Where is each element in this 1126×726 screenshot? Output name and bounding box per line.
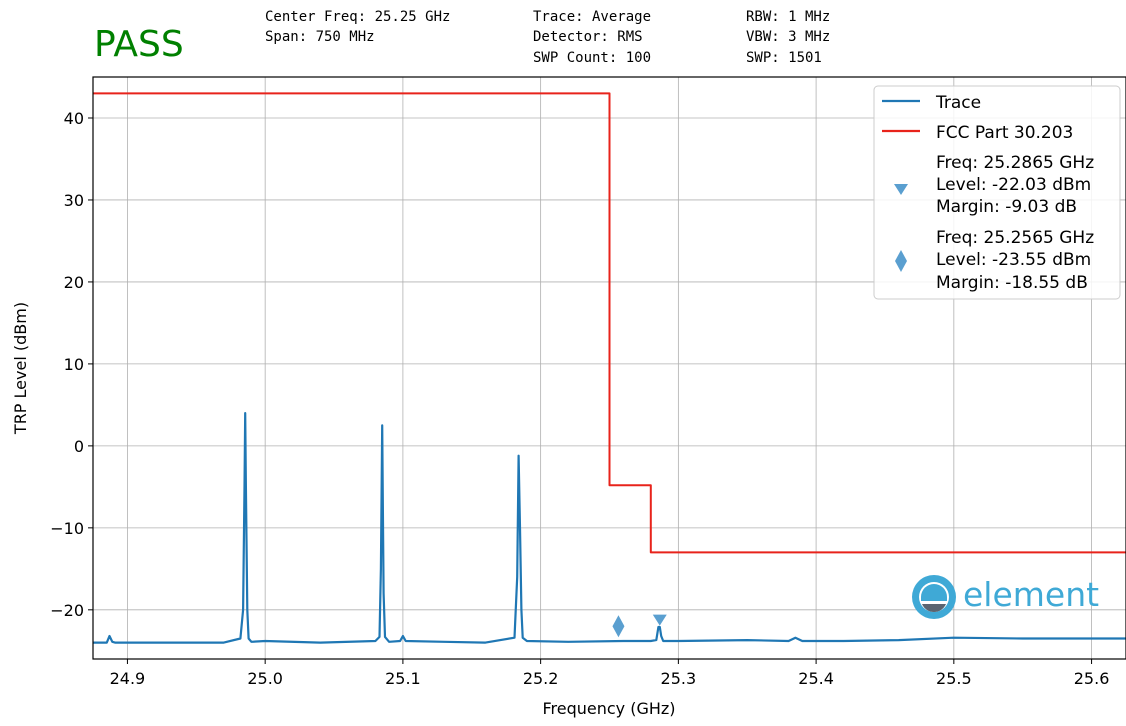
detector-label: Detector: RMS — [533, 29, 643, 45]
marker-triangle — [652, 614, 667, 626]
y-axis-title: TRP Level (dBm) — [11, 302, 30, 435]
series-layer — [93, 92, 1126, 644]
y-tick-label: −20 — [50, 601, 84, 620]
x-axis-title: Frequency (GHz) — [542, 699, 675, 718]
x-tick-label: 25.6 — [1074, 669, 1110, 688]
legend-marker1-margin: Margin: -9.03 dB — [936, 197, 1077, 217]
legend-marker2-diamond-icon — [895, 250, 907, 272]
legend: Trace FCC Part 30.203 Freq: 25.2865 GHz … — [873, 85, 1121, 300]
legend-marker2-margin: Margin: -18.55 dB — [936, 273, 1088, 293]
swp-label: SWP: 1501 — [746, 50, 822, 66]
markers — [612, 614, 667, 638]
legend-trace-label: Trace — [935, 93, 981, 113]
element-logo-text: element — [963, 575, 1099, 614]
x-tick-label: 24.9 — [110, 669, 146, 688]
y-tick-label: 30 — [64, 191, 84, 210]
y-tick-label: 0 — [74, 437, 84, 456]
marker-diamond — [612, 615, 625, 638]
trace-mode-label: Trace: Average — [533, 9, 651, 25]
x-tick-label: 25.2 — [523, 669, 559, 688]
plot-frame — [92, 76, 1126, 660]
legend-box — [873, 85, 1121, 300]
legend-marker1-triangle-icon — [894, 184, 908, 195]
legend-marker2-level: Level: -23.55 dBm — [936, 250, 1091, 270]
legend-marker1-level: Level: -22.03 dBm — [936, 175, 1091, 195]
axis-ticks: 24.9 25.0 25.1 25.2 25.3 25.4 25.5 25.6 40 30 20 10… — [50, 109, 1109, 688]
center-freq-label: Center Freq: 25.25 GHz — [265, 9, 450, 25]
y-tick-label: 40 — [64, 109, 84, 128]
element-logo-icon — [912, 575, 956, 619]
y-tick-label: 10 — [64, 355, 84, 374]
y-tick-label: −10 — [50, 519, 84, 538]
legend-marker2-freq: Freq: 25.2565 GHz — [936, 228, 1094, 248]
pass-status: PASS — [94, 24, 184, 65]
x-tick-label: 25.3 — [661, 669, 697, 688]
fcc-limit-series-line — [93, 92, 1126, 554]
rbw-label: RBW: 1 MHz — [746, 9, 830, 25]
x-tick-label: 25.1 — [385, 669, 421, 688]
y-tick-label: 20 — [64, 273, 84, 292]
legend-marker1-freq: Freq: 25.2865 GHz — [936, 153, 1094, 173]
x-tick-label: 25.0 — [247, 669, 283, 688]
legend-limit-label: FCC Part 30.203 — [936, 123, 1073, 143]
x-tick-label: 25.4 — [798, 669, 834, 688]
x-tick-label: 25.5 — [936, 669, 972, 688]
vbw-label: VBW: 3 MHz — [746, 29, 830, 45]
element-logo: element — [912, 575, 1099, 619]
trace-series-line — [93, 412, 1126, 644]
span-label: Span: 750 MHz — [265, 29, 375, 45]
swp-count-label: SWP Count: 100 — [533, 50, 651, 66]
